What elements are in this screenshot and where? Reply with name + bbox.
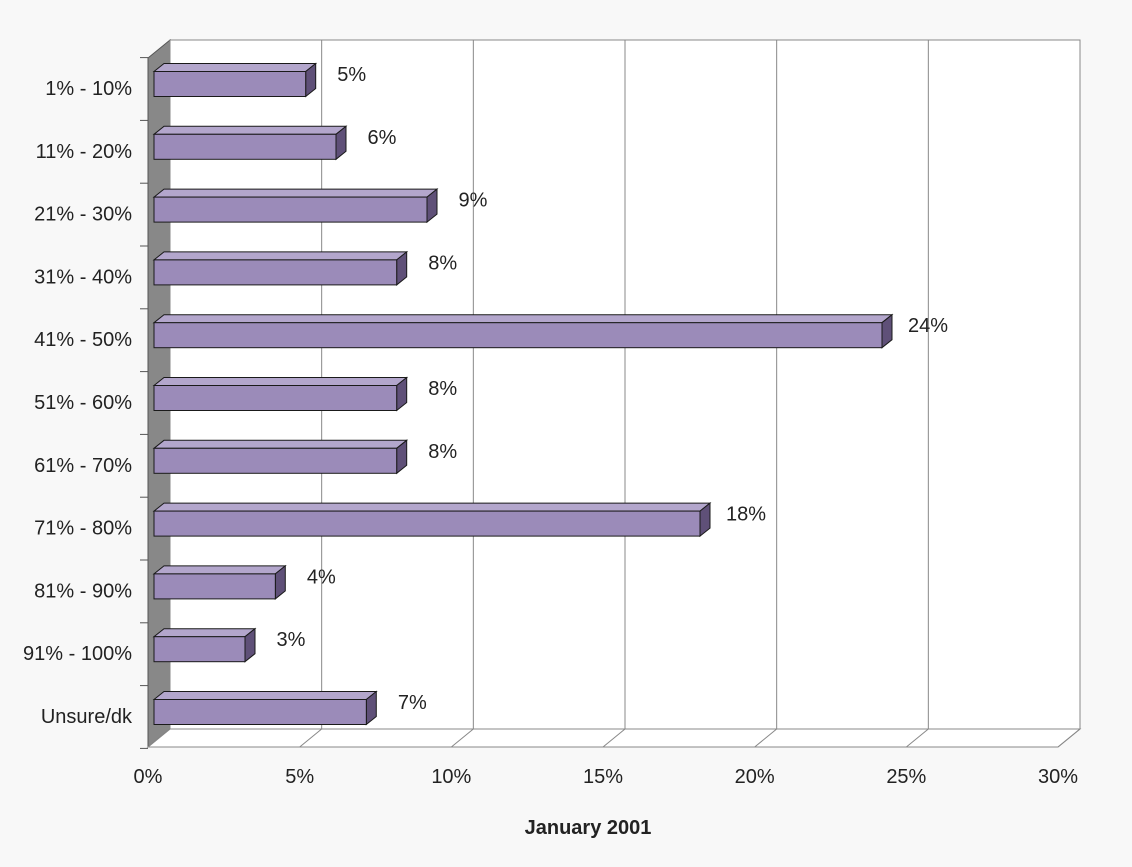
x-tick-label: 10% <box>431 766 471 788</box>
category-label: 11% - 20% <box>36 141 133 163</box>
bar-top <box>152 314 894 324</box>
bar-front <box>153 196 428 223</box>
bar-top <box>152 502 712 512</box>
bar-top <box>152 63 318 72</box>
data-label: 18% <box>726 504 766 526</box>
data-label: 6% <box>368 127 397 149</box>
data-label: 8% <box>428 252 457 274</box>
bar-top <box>152 439 409 449</box>
bar-top <box>152 377 409 386</box>
data-label: 8% <box>428 441 457 463</box>
bar-front <box>153 385 398 411</box>
bar <box>152 313 894 349</box>
bar-front <box>153 636 246 663</box>
bar <box>152 62 318 98</box>
data-label: 24% <box>908 315 948 337</box>
bar <box>152 627 257 663</box>
bar-front <box>153 573 276 600</box>
x-tick-labels: 0% 5% 10% 15% 20% 25% 30% <box>134 766 1079 788</box>
bar <box>152 502 712 538</box>
x-tick-label: 30% <box>1038 766 1078 788</box>
gridline-floor <box>754 728 777 748</box>
data-labels: 5% 6% 9% 8% 24% 8% 8% 18% 4% 3% 7% <box>277 64 949 714</box>
category-label: Unsure/dk <box>41 706 133 728</box>
gridline-floor <box>451 728 474 748</box>
bar-front <box>153 71 307 97</box>
bar-front <box>153 259 398 286</box>
x-tick-label: 25% <box>886 766 926 788</box>
data-label: 5% <box>337 64 366 86</box>
gridline-floor <box>602 728 626 748</box>
category-label: 1% - 10% <box>45 78 132 100</box>
bar-top <box>152 691 378 700</box>
bar <box>152 439 409 475</box>
x-tick-label: 15% <box>583 766 623 788</box>
category-label: 51% - 60% <box>34 392 132 414</box>
bar <box>152 690 378 726</box>
x-axis-title: January 2001 <box>525 817 652 839</box>
category-label: 61% - 70% <box>34 455 132 477</box>
gridline-floor <box>147 728 171 748</box>
bar-top <box>152 628 257 638</box>
data-label: 4% <box>307 566 336 588</box>
bars <box>152 62 894 726</box>
bar-top <box>152 565 287 575</box>
gridline-floor <box>299 728 322 748</box>
category-label: 21% - 30% <box>34 204 132 226</box>
bar-top <box>152 188 439 198</box>
bar <box>152 564 287 600</box>
x-tick-label: 5% <box>285 766 314 788</box>
bar <box>152 125 348 161</box>
bar-top <box>152 125 348 135</box>
data-label: 9% <box>459 190 488 212</box>
gridline-floor <box>906 728 929 748</box>
category-label: 41% - 50% <box>34 329 132 351</box>
bar-front <box>153 447 398 474</box>
data-label: 8% <box>428 378 457 400</box>
bar <box>152 250 409 286</box>
x-tick-label: 20% <box>735 766 775 788</box>
category-labels: 1% - 10% 11% - 20% 21% - 30% 31% - 40% 41% -… <box>23 78 133 728</box>
bar-front <box>153 510 701 537</box>
bar-front <box>153 699 367 725</box>
bar-front <box>153 133 337 160</box>
category-label: 31% - 40% <box>34 266 132 288</box>
category-label: 71% - 80% <box>34 518 132 540</box>
data-label: 3% <box>277 629 306 651</box>
bar <box>152 188 439 224</box>
x-tick-label: 0% <box>134 766 163 788</box>
data-label: 7% <box>398 692 427 714</box>
bar-top <box>152 251 409 261</box>
category-label: 91% - 100% <box>23 643 132 665</box>
category-label: 81% - 90% <box>34 580 132 602</box>
gridline-floor <box>1057 728 1081 748</box>
bar <box>152 376 409 412</box>
bar-front <box>153 322 883 349</box>
